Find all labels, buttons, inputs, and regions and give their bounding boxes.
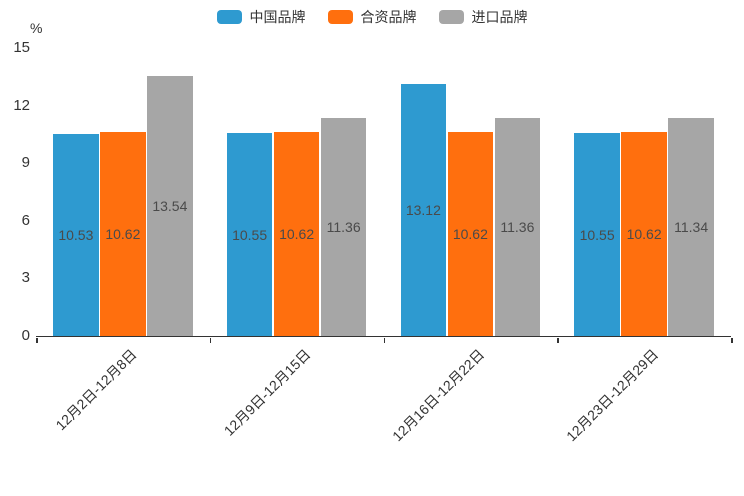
y-axis-tick-label: 9 — [21, 154, 30, 172]
y-axis-tick-label: 15 — [13, 39, 30, 56]
bar[interactable] — [574, 133, 620, 336]
bar[interactable] — [273, 132, 320, 336]
legend-label: 进口品牌 — [471, 9, 528, 25]
y-axis-unit-label: % — [30, 20, 43, 36]
x-axis-category-label: 12月16日-12月22日 — [389, 346, 488, 445]
bar[interactable] — [668, 118, 714, 336]
bar[interactable] — [447, 132, 494, 336]
legend: 中国品牌 合资品牌 进口品牌 — [0, 8, 744, 26]
y-axis-tick-label: 3 — [21, 269, 30, 287]
legend-swatch-icon — [327, 10, 353, 24]
legend-item-series-2[interactable]: 合资品牌 — [327, 8, 417, 26]
bar[interactable] — [100, 132, 146, 336]
x-axis-category-label: 12月23日-12月29日 — [563, 346, 662, 445]
bar[interactable] — [53, 133, 99, 336]
x-axis-tick — [36, 337, 38, 343]
bar[interactable] — [621, 132, 667, 336]
bar[interactable] — [226, 133, 273, 336]
legend-swatch-icon — [438, 10, 464, 24]
legend-swatch-icon — [216, 10, 242, 24]
legend-label: 中国品牌 — [249, 9, 306, 25]
y-axis-tick-label: 12 — [13, 96, 30, 114]
x-axis-tick — [557, 337, 559, 343]
bar[interactable] — [320, 117, 367, 336]
y-axis-tick-label: 0 — [21, 327, 30, 344]
legend-item-series-3[interactable]: 进口品牌 — [438, 8, 528, 26]
bar[interactable] — [494, 117, 541, 336]
x-axis-category-label: 12月9日-12月15日 — [221, 346, 314, 439]
x-axis-tick — [731, 337, 733, 343]
bar[interactable] — [147, 76, 193, 336]
x-axis-tick — [209, 337, 212, 343]
legend-label: 合资品牌 — [360, 9, 417, 25]
x-axis-tick — [383, 337, 385, 343]
bar[interactable] — [400, 84, 447, 336]
y-axis-tick-label: 6 — [21, 211, 30, 229]
x-axis-category-label: 12月2日-12月8日 — [52, 346, 141, 434]
legend-item-series-1[interactable]: 中国品牌 — [216, 8, 306, 26]
x-axis-line — [36, 336, 731, 337]
